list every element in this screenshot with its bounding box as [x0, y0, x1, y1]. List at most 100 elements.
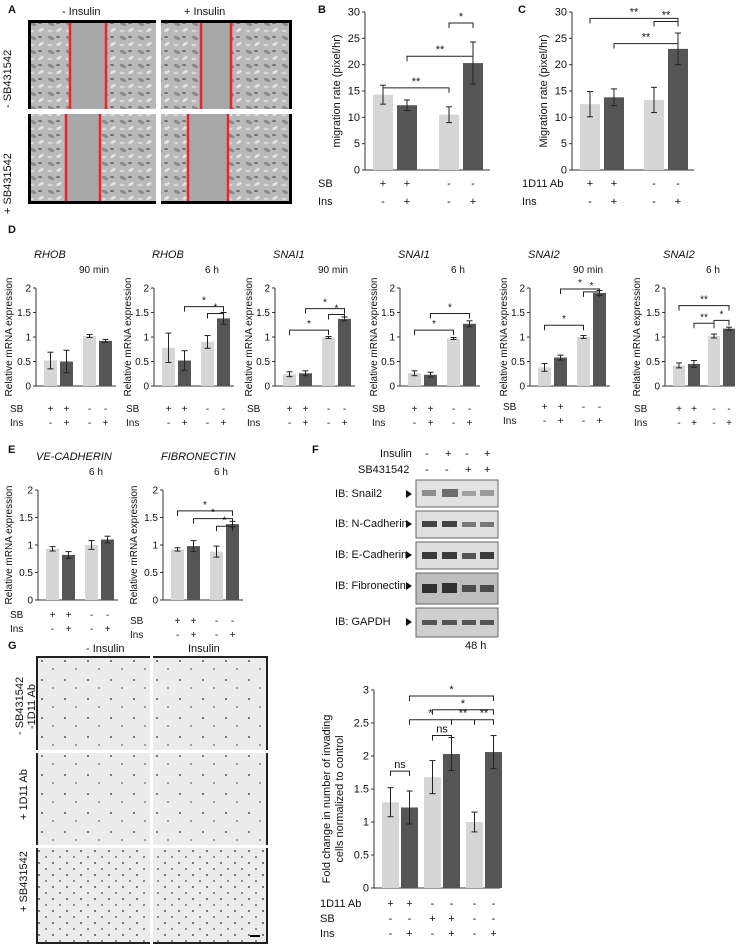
y-tick-label: 2: [264, 284, 270, 295]
y-tick-label: 20: [555, 59, 567, 71]
condition-sign: -: [288, 418, 291, 429]
gene-title: RHOB: [152, 249, 184, 261]
significance-label: **: [436, 44, 445, 56]
y-tick-label: 30: [348, 7, 360, 19]
significance-label: *: [459, 11, 464, 23]
y-axis-label: Relative mRNA expression: [129, 486, 140, 605]
significance-label: *: [214, 302, 218, 313]
significance-label: **: [642, 32, 651, 44]
bar: [226, 524, 239, 600]
condition-label: SB: [503, 402, 517, 413]
y-tick-label: 20: [348, 59, 360, 71]
condition-sign: -: [582, 402, 585, 413]
y-axis-label: Relative mRNA expression: [369, 278, 380, 397]
gene-title: FIBRONECTIN: [161, 451, 236, 463]
significance-label: *: [211, 508, 215, 519]
significance-bracket: [474, 719, 494, 725]
condition-label: SB: [372, 404, 386, 415]
condition-sign: -: [727, 404, 730, 415]
significance-label: *: [562, 314, 566, 325]
y-tick-label: 1: [264, 333, 270, 344]
y-tick-label: 1: [363, 817, 369, 829]
condition-sign: -: [492, 898, 496, 910]
condition-sign: -: [543, 416, 546, 427]
significance-bracket: [448, 22, 474, 29]
y-axis-label: Relative mRNA expression: [123, 278, 134, 397]
significance-label: *: [461, 698, 466, 710]
significance-bracket: [305, 308, 345, 314]
condition-sign: +: [406, 898, 412, 910]
condition-sign: +: [64, 418, 70, 429]
condition-sign: -: [431, 928, 435, 940]
y-tick-label: 1.5: [381, 308, 395, 319]
y-tick-label: 3: [363, 685, 369, 697]
y-tick-label: 2: [519, 284, 525, 295]
y-tick-label: 1: [27, 541, 33, 552]
condition-sign: +: [470, 196, 476, 208]
bar: [210, 551, 223, 600]
y-tick-label: 0.5: [144, 568, 158, 579]
condition-sign: +: [406, 928, 412, 940]
y-axis-label: Relative mRNA expression: [244, 278, 255, 397]
bar: [62, 554, 75, 600]
significance-label: ns: [394, 759, 406, 771]
bar: [554, 357, 567, 386]
condition-sign: +: [175, 616, 181, 627]
time-label: 90 min: [573, 265, 603, 276]
condition-sign: -: [215, 630, 218, 641]
significance-label: **: [630, 6, 639, 18]
condition-label: Ins: [10, 418, 23, 429]
blot-insulin-sign-4: +: [484, 448, 491, 460]
condition-sign: +: [166, 404, 172, 415]
blot-ecadherin: [415, 541, 499, 570]
condition-sign: -: [473, 913, 477, 925]
condition-label: Ins: [634, 418, 647, 429]
wound-edge-lines: [64, 23, 233, 201]
condition-sign: -: [431, 898, 435, 910]
condition-sign: -: [90, 610, 93, 621]
time-label: 6 h: [451, 265, 465, 276]
y-tick-label: 0.5: [381, 357, 395, 368]
bar: [580, 104, 600, 170]
significance-label: *: [432, 319, 436, 330]
time-label: 6 h: [89, 467, 103, 478]
blot-sb-sign-4: +: [484, 464, 491, 476]
significance-bracket: [409, 695, 494, 701]
significance-bracket: [207, 312, 224, 319]
condition-sign: +: [182, 418, 188, 429]
chart-d6: 0 0.5 1 1.5 2 Relative mRNA expression SNAI2 6 …: [632, 249, 735, 429]
bar: [604, 97, 624, 170]
condition-sign: -: [327, 404, 330, 415]
bar: [644, 99, 664, 170]
condition-sign: +: [412, 404, 418, 415]
y-tick-label: 0.5: [646, 357, 660, 368]
condition-label: SB: [10, 610, 24, 621]
y-tick-label: 25: [555, 33, 567, 45]
significance-label: *: [335, 303, 339, 314]
y-tick-label: 0.5: [17, 357, 31, 368]
bar: [178, 360, 191, 386]
condition-sign: -: [327, 418, 330, 429]
y-tick-label: 0: [27, 596, 33, 607]
condition-sign: +: [380, 178, 386, 190]
significance-label: **: [480, 708, 489, 720]
panel-label-a: A: [8, 4, 16, 16]
condition-sign: -: [104, 404, 107, 415]
condition-sign: +: [66, 610, 72, 621]
significance-bracket: [177, 510, 233, 516]
significance-bracket: [693, 322, 715, 329]
blot-label-fibronectin: IB: Fibronectin: [335, 580, 406, 592]
condition-sign: +: [691, 404, 697, 415]
condition-sign: +: [726, 418, 732, 429]
significance-label: *: [720, 309, 724, 320]
condition-label: SB: [634, 404, 648, 415]
blot-fibronectin: [415, 572, 499, 605]
bar: [673, 365, 685, 386]
condition-sign: -: [468, 404, 471, 415]
panel-g-col-minus-insulin: - Insulin: [86, 643, 125, 655]
condition-sign: -: [677, 418, 680, 429]
bar: [44, 360, 57, 386]
chart-b: 0 5 10 15 20 25 30 migration rate (pixel/hr) SB +…: [318, 7, 490, 208]
significance-label: *: [323, 298, 327, 309]
y-axis-label: Relative mRNA expression: [632, 278, 643, 397]
